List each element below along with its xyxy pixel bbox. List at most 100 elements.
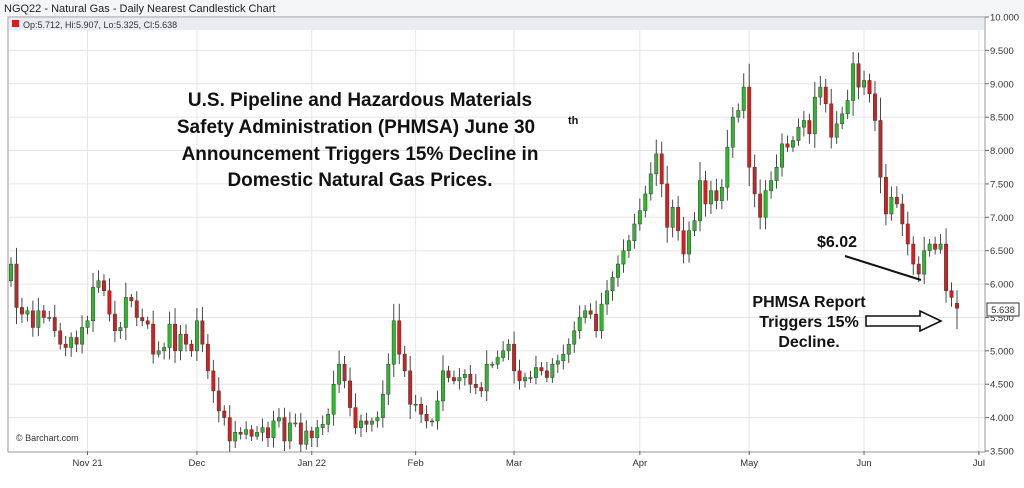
candle-body-up	[834, 123, 839, 138]
candle	[829, 88, 834, 149]
candle	[91, 273, 95, 333]
candle-body-down	[703, 180, 708, 205]
candle	[512, 331, 517, 384]
candle	[9, 257, 13, 287]
candle	[616, 255, 620, 287]
candle	[151, 310, 156, 364]
y-tick-label: 8.000	[990, 146, 1014, 157]
candle-body-up	[780, 143, 784, 168]
candle	[457, 368, 462, 390]
candle	[41, 305, 46, 324]
report-line-2: Triggers 15%	[759, 314, 859, 331]
candle-body-down	[41, 310, 46, 318]
candle-body-down	[342, 363, 347, 382]
candle-body-up	[287, 422, 292, 442]
candle-body-up	[276, 417, 281, 422]
candle-body-up	[118, 327, 123, 332]
candle-body-up	[391, 320, 396, 365]
candle-body-down	[353, 407, 358, 428]
candle	[796, 118, 801, 146]
candle	[610, 271, 615, 301]
candle	[315, 419, 320, 447]
candle	[484, 350, 489, 401]
candle	[430, 418, 434, 427]
candle	[550, 358, 555, 383]
candle	[845, 89, 850, 120]
candle	[36, 297, 41, 337]
candle	[408, 355, 413, 419]
candle	[369, 417, 374, 432]
candle-body-up	[845, 100, 850, 115]
candle-body-down	[238, 432, 243, 435]
candle-body-up	[621, 250, 626, 265]
candle-body-down	[222, 410, 227, 418]
candle	[107, 278, 112, 322]
candle-body-up	[725, 146, 730, 188]
legend-ohlc: Op:5.712, Hi:5.907, Lo:5.325, Cl:5.638	[23, 20, 177, 30]
candle-body-down	[216, 390, 221, 412]
candle-body-down	[19, 307, 24, 315]
candle-body-up	[9, 263, 13, 281]
candle	[539, 362, 544, 376]
x-tick-label: Jan 22	[297, 458, 326, 469]
y-tick-label: 5.500	[990, 313, 1014, 324]
y-tick-label: 7.500	[990, 179, 1014, 190]
candle	[621, 239, 626, 273]
candle	[140, 308, 145, 327]
candle	[413, 394, 418, 412]
candle	[167, 311, 172, 360]
candle-body-down	[402, 353, 407, 372]
candle	[785, 135, 790, 152]
candle-body-up	[550, 363, 555, 378]
candle-body-up	[69, 337, 74, 348]
candle-body-up	[162, 347, 167, 352]
candle-body-up	[96, 280, 101, 288]
chart-title: NGQ22 - Natural Gas - Daily Nearest Cand…	[4, 3, 275, 15]
candle	[52, 304, 57, 337]
candle-body-down	[173, 323, 177, 352]
candle	[233, 420, 238, 449]
candle-body-up	[337, 363, 342, 385]
candle	[752, 154, 757, 208]
candle	[905, 211, 910, 256]
candle	[200, 306, 205, 353]
candle-body-down	[512, 343, 517, 372]
candle-body-up	[796, 126, 801, 141]
candle	[736, 103, 741, 123]
legend-strip	[9, 18, 984, 30]
candle	[173, 308, 177, 363]
candle	[583, 305, 588, 324]
candle	[14, 247, 19, 325]
y-tick-label: 6.500	[990, 246, 1014, 257]
candle-body-up	[369, 420, 374, 425]
y-tick-label: 7.000	[990, 213, 1014, 224]
candle	[528, 370, 533, 383]
candle	[326, 408, 331, 433]
candle	[894, 186, 899, 208]
candle	[63, 335, 68, 357]
candle	[955, 290, 959, 330]
candle-body-up	[605, 290, 609, 305]
candle	[244, 421, 249, 440]
y-tick-label: 9.000	[990, 79, 1014, 90]
candle	[916, 256, 921, 283]
candle-body-up	[561, 353, 566, 362]
x-axis: Nov 21 Dec Jan 22 Feb Mar Apr May Jun Jul	[73, 451, 985, 469]
candle-body-up	[616, 263, 620, 278]
candle-body-up	[359, 420, 363, 428]
headline-line-2: Safety Administration (PHMSA) June 30	[177, 117, 535, 138]
y-tick-label: 3.500	[990, 447, 1014, 458]
candle-body-down	[468, 373, 473, 385]
candle	[446, 365, 451, 383]
candle	[47, 310, 52, 322]
candle-body-down	[52, 317, 57, 332]
candle	[359, 414, 363, 437]
candle	[949, 282, 954, 307]
candle-body-up	[555, 360, 560, 365]
candle-body-up	[260, 427, 265, 433]
candle	[878, 97, 883, 194]
candle-body-down	[676, 207, 681, 231]
candle	[763, 179, 768, 230]
y-tick-label: 10.000	[990, 13, 1019, 24]
candle	[402, 346, 407, 377]
